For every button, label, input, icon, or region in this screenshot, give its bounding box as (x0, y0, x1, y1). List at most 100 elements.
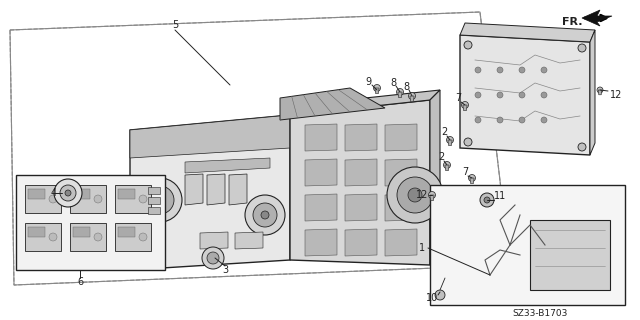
Circle shape (578, 143, 586, 151)
Polygon shape (448, 140, 452, 146)
Circle shape (444, 162, 451, 169)
Polygon shape (582, 10, 612, 26)
Text: SZ33-B1703: SZ33-B1703 (512, 309, 568, 318)
Text: 12: 12 (416, 190, 428, 200)
Polygon shape (345, 159, 377, 186)
Circle shape (374, 84, 381, 92)
Polygon shape (148, 207, 160, 214)
Circle shape (497, 117, 503, 123)
Text: 2: 2 (438, 152, 444, 162)
Polygon shape (410, 96, 414, 102)
Polygon shape (463, 105, 467, 111)
Circle shape (484, 197, 490, 203)
Polygon shape (280, 88, 385, 120)
Circle shape (94, 233, 102, 241)
Polygon shape (385, 229, 417, 256)
Polygon shape (235, 232, 263, 249)
Circle shape (597, 87, 603, 93)
Text: 7: 7 (455, 93, 461, 103)
Text: 4: 4 (51, 188, 57, 198)
Circle shape (94, 195, 102, 203)
Polygon shape (115, 185, 151, 213)
Circle shape (245, 195, 285, 235)
Circle shape (49, 195, 57, 203)
Text: 8: 8 (403, 82, 409, 92)
Circle shape (497, 92, 503, 98)
Circle shape (139, 233, 147, 241)
Polygon shape (430, 195, 434, 201)
Polygon shape (305, 124, 337, 151)
Text: 5: 5 (172, 20, 178, 30)
Circle shape (202, 247, 224, 269)
Polygon shape (430, 90, 440, 265)
Polygon shape (445, 165, 449, 171)
Polygon shape (28, 227, 45, 237)
Polygon shape (73, 227, 90, 237)
Circle shape (447, 137, 454, 143)
Polygon shape (25, 185, 61, 213)
Polygon shape (305, 159, 337, 186)
Polygon shape (70, 223, 106, 251)
Circle shape (541, 117, 547, 123)
Text: 10: 10 (426, 293, 438, 303)
Circle shape (541, 67, 547, 73)
Polygon shape (73, 189, 90, 199)
Text: 11: 11 (494, 191, 506, 201)
Polygon shape (185, 158, 270, 173)
Circle shape (54, 179, 82, 207)
Circle shape (519, 117, 525, 123)
Polygon shape (375, 88, 379, 93)
Polygon shape (385, 124, 417, 151)
Circle shape (461, 101, 468, 108)
Polygon shape (115, 223, 151, 251)
Text: FR.: FR. (562, 17, 582, 27)
Polygon shape (530, 220, 610, 290)
Circle shape (475, 117, 481, 123)
Text: 3: 3 (222, 265, 228, 275)
Circle shape (397, 89, 403, 95)
Polygon shape (470, 178, 474, 184)
Circle shape (475, 92, 481, 98)
Circle shape (65, 190, 71, 196)
Polygon shape (598, 90, 602, 95)
Polygon shape (460, 23, 595, 42)
Polygon shape (16, 175, 165, 270)
Circle shape (387, 167, 443, 223)
Circle shape (138, 178, 182, 222)
Polygon shape (25, 223, 61, 251)
Polygon shape (28, 189, 45, 199)
Circle shape (519, 67, 525, 73)
Circle shape (139, 195, 147, 203)
Circle shape (261, 211, 269, 219)
Polygon shape (148, 197, 160, 204)
Polygon shape (130, 115, 290, 158)
Circle shape (519, 92, 525, 98)
Circle shape (397, 177, 433, 213)
Polygon shape (460, 35, 590, 155)
Circle shape (49, 233, 57, 241)
Circle shape (475, 67, 481, 73)
Polygon shape (345, 229, 377, 256)
Circle shape (408, 188, 422, 202)
Circle shape (146, 186, 174, 214)
Circle shape (464, 138, 472, 146)
Polygon shape (200, 232, 228, 249)
Polygon shape (229, 174, 247, 205)
Text: 6: 6 (77, 277, 83, 287)
Text: 8: 8 (390, 78, 396, 88)
Text: 2: 2 (441, 127, 447, 137)
Circle shape (464, 41, 472, 49)
Polygon shape (345, 124, 377, 151)
Circle shape (408, 92, 415, 100)
Polygon shape (290, 100, 430, 265)
Circle shape (578, 44, 586, 52)
Circle shape (155, 195, 165, 205)
Polygon shape (305, 229, 337, 256)
Polygon shape (290, 90, 440, 115)
Circle shape (207, 252, 219, 264)
Circle shape (253, 203, 277, 227)
Circle shape (480, 193, 494, 207)
Polygon shape (118, 189, 135, 199)
Polygon shape (305, 194, 337, 221)
Circle shape (497, 67, 503, 73)
